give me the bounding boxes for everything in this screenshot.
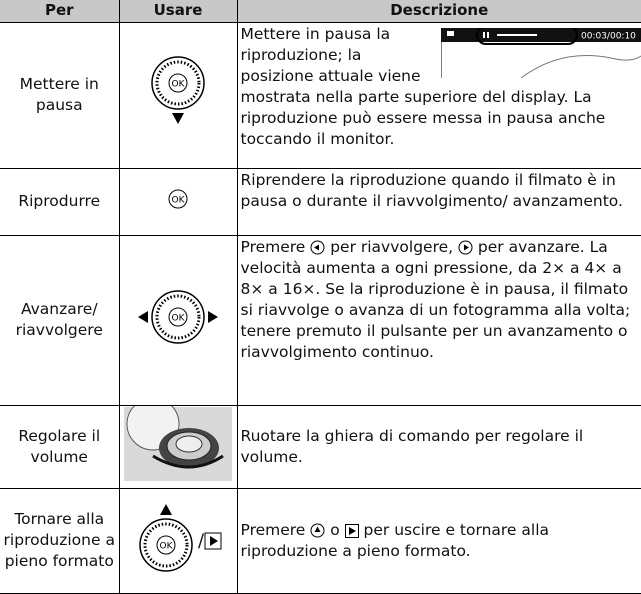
per-cell: Riprodurre: [0, 167, 120, 236]
description-text: Premere: [240, 237, 311, 256]
description-cell: 00:03/00:10 Mettere in pausa la riproduz…: [236, 21, 641, 169]
ok-icon: OK: [168, 189, 188, 208]
description-text: per avanzare. La velocità aumenta a ogni…: [240, 237, 631, 361]
description-text: per riavvolgere,: [325, 237, 458, 256]
dial-icon: OK: [151, 56, 205, 124]
header-cell: Descrizione: [236, 0, 641, 23]
per-cell: Regolare il volume: [0, 404, 120, 489]
icon-cell: [118, 397, 238, 489]
description-cell: Premere o per uscire e tornare alla ripr…: [236, 487, 641, 594]
per-cell: Avanzare/ riavvolgere: [0, 234, 120, 406]
header-cell: Usare: [118, 0, 238, 23]
per-cell: Mettere in pausa: [0, 21, 120, 169]
description-cell: Premere per riavvolgere, per avanzare. L…: [236, 234, 641, 406]
camera-photo: [124, 397, 232, 481]
description-text: per uscire e tornare alla riproduzione a…: [240, 521, 550, 560]
icon-cell: OK: [118, 234, 238, 406]
right-icon: [458, 240, 473, 254]
icon-cell: OK /: [118, 487, 238, 594]
screen-time: 00:03/00:10: [581, 31, 636, 41]
description-cell: Riprendere la riproduzione quando il fil…: [236, 167, 641, 236]
dial-icon: OK: [138, 290, 218, 344]
play-icon: [344, 524, 359, 538]
description-text: Mettere in pausa la riproduzione; la pos…: [240, 24, 606, 148]
left-icon: [310, 240, 325, 254]
icon-cell: OK: [118, 167, 238, 236]
description-text: o: [325, 521, 345, 539]
icon-cell: OK: [118, 21, 238, 169]
description-cell: Ruotare la ghiera di comando per regolar…: [236, 404, 641, 489]
ok-label: OK: [172, 314, 186, 324]
header-cell: Per: [0, 0, 120, 23]
play-icon: [204, 532, 222, 549]
description-text: Premere: [240, 521, 311, 539]
ok-label: OK: [172, 80, 186, 90]
per-cell: Tornare alla riproduzione a pieno format…: [0, 487, 120, 594]
separator: /: [197, 530, 205, 551]
ok-label: OK: [172, 195, 186, 205]
ok-label: OK: [159, 541, 173, 551]
description-text: Riprendere la riproduzione quando il fil…: [240, 170, 623, 210]
up-icon: [310, 523, 325, 538]
dial-icon: OK: [139, 503, 193, 572]
screen-thumbnail: 00:03/00:10: [441, 27, 641, 78]
description-text: Ruotare la ghiera di comando per regolar…: [240, 427, 584, 466]
